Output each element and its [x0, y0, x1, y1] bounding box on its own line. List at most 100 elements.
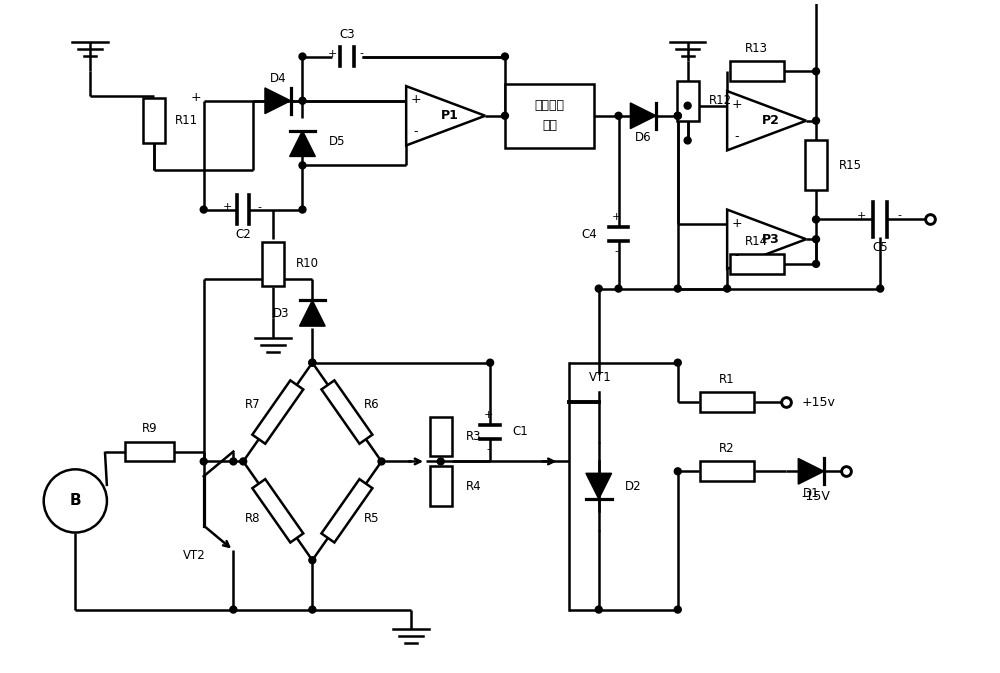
Polygon shape: [630, 103, 656, 129]
Text: -: -: [414, 125, 418, 138]
Bar: [430, 466, 452, 506]
Text: D5: D5: [329, 135, 345, 148]
Text: -: -: [360, 48, 364, 59]
Circle shape: [724, 285, 731, 292]
Circle shape: [684, 102, 691, 109]
Text: D1: D1: [803, 487, 819, 499]
Text: R8: R8: [245, 512, 261, 525]
Circle shape: [674, 285, 681, 292]
Circle shape: [299, 53, 306, 60]
Text: R5: R5: [364, 512, 379, 525]
Circle shape: [230, 606, 237, 613]
Text: +: +: [223, 202, 232, 211]
Text: -: -: [897, 211, 901, 221]
Text: -15V: -15V: [801, 489, 830, 503]
Text: +: +: [612, 213, 621, 223]
Bar: [730, 254, 784, 274]
Text: D2: D2: [625, 480, 642, 493]
Text: R6: R6: [364, 398, 379, 411]
Text: R12: R12: [709, 94, 732, 108]
Circle shape: [309, 606, 316, 613]
Bar: [143, 98, 165, 143]
Text: +: +: [191, 92, 201, 104]
Text: P1: P1: [441, 109, 459, 122]
Text: D3: D3: [272, 307, 289, 320]
Text: VT2: VT2: [182, 548, 205, 562]
Bar: [700, 392, 754, 412]
Circle shape: [813, 260, 819, 267]
Text: +: +: [411, 94, 421, 106]
Polygon shape: [798, 458, 824, 484]
Text: -: -: [615, 246, 619, 256]
Text: R3: R3: [466, 430, 481, 444]
Text: B: B: [70, 493, 81, 508]
Text: D6: D6: [635, 131, 652, 144]
Circle shape: [813, 236, 819, 243]
Polygon shape: [290, 131, 315, 156]
Bar: [430, 417, 452, 456]
Text: -: -: [735, 249, 739, 262]
Circle shape: [501, 53, 508, 60]
Text: R4: R4: [466, 480, 481, 493]
Text: R1: R1: [719, 373, 735, 386]
Text: 线性调节: 线性调节: [534, 100, 564, 112]
Circle shape: [595, 606, 602, 613]
Bar: [700, 462, 754, 481]
Text: C3: C3: [339, 28, 355, 41]
Circle shape: [813, 117, 819, 124]
Circle shape: [674, 112, 681, 119]
Circle shape: [487, 359, 494, 366]
Circle shape: [674, 468, 681, 474]
Text: -: -: [257, 202, 261, 211]
Text: +: +: [857, 211, 866, 221]
Text: R10: R10: [296, 257, 319, 271]
Text: R13: R13: [745, 42, 768, 55]
Text: C4: C4: [581, 227, 597, 241]
Text: C1: C1: [512, 425, 528, 438]
Text: R15: R15: [839, 159, 862, 172]
Text: P3: P3: [762, 233, 779, 246]
Text: -: -: [486, 444, 490, 454]
Circle shape: [501, 112, 508, 119]
Text: C5: C5: [872, 241, 888, 254]
Circle shape: [813, 68, 819, 75]
Text: P2: P2: [762, 114, 780, 127]
Bar: [805, 141, 827, 190]
Circle shape: [615, 112, 622, 119]
Text: +: +: [483, 410, 493, 420]
Bar: [677, 81, 699, 120]
Bar: [262, 242, 284, 286]
Circle shape: [378, 458, 385, 465]
Circle shape: [299, 206, 306, 213]
Text: R7: R7: [245, 398, 261, 411]
Text: R9: R9: [142, 423, 157, 435]
Text: +15v: +15v: [801, 396, 835, 409]
Text: R2: R2: [719, 442, 735, 455]
Polygon shape: [727, 91, 806, 150]
Polygon shape: [300, 300, 325, 326]
Bar: [321, 380, 372, 444]
Text: +: +: [327, 48, 337, 59]
Circle shape: [299, 162, 306, 169]
Bar: [730, 61, 784, 81]
Circle shape: [674, 359, 681, 366]
Text: +: +: [732, 217, 742, 229]
Polygon shape: [586, 473, 612, 499]
Circle shape: [299, 98, 306, 104]
Bar: [252, 479, 303, 542]
Circle shape: [309, 359, 316, 366]
Circle shape: [674, 606, 681, 613]
Circle shape: [615, 285, 622, 292]
Circle shape: [877, 285, 884, 292]
Circle shape: [200, 206, 207, 213]
Bar: [252, 380, 303, 444]
Text: R14: R14: [745, 235, 768, 248]
Text: C2: C2: [235, 227, 251, 241]
Bar: [321, 479, 372, 542]
Text: D4: D4: [269, 71, 286, 85]
Circle shape: [813, 216, 819, 223]
Bar: [125, 441, 174, 462]
Polygon shape: [265, 88, 291, 114]
Circle shape: [309, 359, 316, 366]
Circle shape: [684, 137, 691, 144]
